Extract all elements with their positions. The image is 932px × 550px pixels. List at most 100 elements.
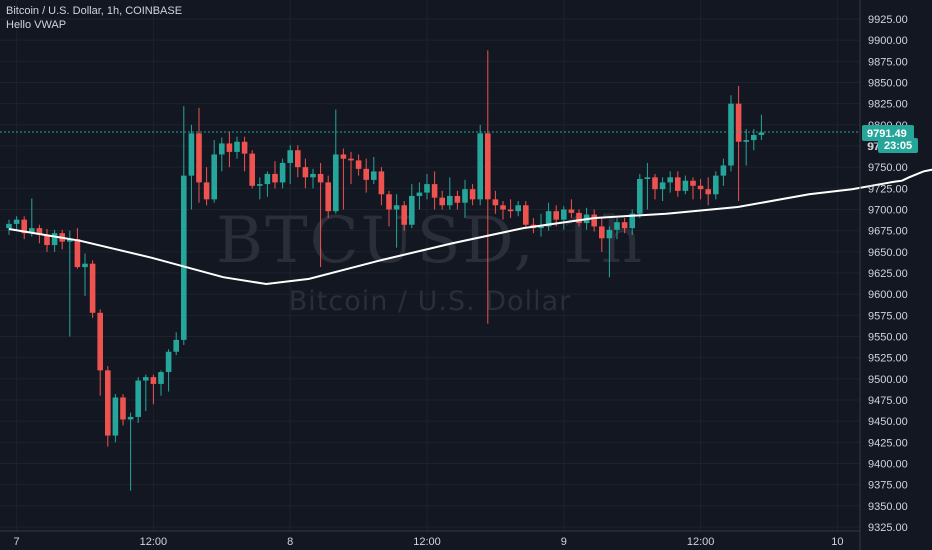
candle-body: [477, 133, 483, 200]
candle-body: [36, 228, 43, 235]
time-tick-label: 12:00: [140, 536, 168, 548]
candle-body: [492, 199, 499, 206]
candle-body: [181, 175, 187, 340]
candle-body: [697, 185, 704, 190]
candle-body: [295, 150, 301, 168]
price-tick-label: 9750.00: [868, 162, 908, 174]
candle-body: [112, 397, 119, 436]
candle-body: [720, 165, 727, 176]
candle-body: [165, 351, 172, 373]
candle-body: [371, 171, 377, 180]
candle-body: [705, 189, 711, 195]
price-tag-hidden-label: 97: [867, 141, 879, 153]
candle-body: [21, 219, 27, 234]
candle-body: [401, 205, 407, 225]
price-tick-label: 9450.00: [868, 416, 908, 428]
price-tick-label: 9600.00: [868, 289, 908, 301]
time-tick-label: 10: [831, 536, 843, 548]
candle-body: [272, 173, 278, 183]
candle-body: [553, 211, 559, 220]
chart-legend: Bitcoin / U.S. Dollar, 1h, COINBASE Hell…: [6, 4, 182, 32]
candle-body: [462, 189, 468, 203]
price-tick-label: 9825.00: [868, 99, 908, 111]
price-tick-label: 9350.00: [868, 501, 908, 513]
candle-body: [158, 372, 164, 384]
candle-body: [173, 339, 179, 352]
candle-body: [234, 141, 240, 152]
candle-body: [44, 234, 50, 246]
candle-body: [219, 143, 225, 155]
symbol-title[interactable]: Bitcoin / U.S. Dollar, 1h, COINBASE: [6, 5, 183, 17]
candle-body: [67, 239, 73, 242]
candle-body: [97, 312, 103, 371]
vwap-line: [8, 168, 932, 286]
candle-body: [310, 173, 316, 178]
candle-body: [120, 397, 126, 420]
countdown-tag-bg: [878, 138, 918, 153]
candle-body: [454, 195, 461, 203]
candle-body: [257, 184, 263, 186]
indicator-title[interactable]: Hello VWAP: [6, 19, 67, 31]
candle-body: [439, 197, 445, 206]
price-tick-label: 9425.00: [868, 437, 908, 449]
candle-body: [515, 205, 521, 212]
price-tick-label: 9375.00: [868, 480, 908, 492]
candle-body: [728, 103, 734, 166]
candle-body: [74, 239, 81, 268]
candle-body: [599, 226, 605, 239]
candle-body: [469, 189, 476, 200]
candle-body: [713, 175, 719, 195]
candle-body: [363, 168, 369, 180]
time-tick-label: 12:00: [687, 536, 715, 548]
price-tick-label: 9325.00: [868, 522, 908, 534]
time-tick-label: 8: [287, 536, 293, 548]
candle-body: [188, 133, 195, 176]
candle-body: [431, 184, 438, 198]
candle-body: [644, 177, 651, 180]
price-tick-label: 9850.00: [868, 78, 908, 90]
price-tick-label: 9475.00: [868, 395, 908, 407]
candle-body: [682, 180, 689, 191]
candle-body: [13, 219, 20, 224]
candle-body: [576, 212, 582, 224]
candle-body: [621, 222, 628, 229]
candle-body: [523, 205, 529, 225]
candle-body: [735, 103, 742, 142]
candle-body: [150, 377, 157, 384]
price-tick-label: 9725.00: [868, 183, 908, 195]
time-tick-label: 9: [561, 536, 567, 548]
price-tag-bg: [862, 125, 914, 141]
candle-body: [279, 162, 286, 183]
time-tick-label: 12:00: [413, 536, 441, 548]
countdown-label: 23:05: [884, 140, 912, 152]
candle-body: [333, 154, 339, 212]
candle-body: [51, 233, 58, 246]
candle-body: [545, 211, 552, 227]
candle-body: [135, 380, 141, 417]
candle-body: [538, 226, 544, 229]
candle-body: [105, 370, 111, 436]
candle-body: [424, 184, 430, 193]
candle-body: [659, 182, 666, 190]
candle-body: [743, 140, 749, 142]
candle-body: [6, 223, 12, 229]
price-tick-label: 9925.00: [868, 14, 908, 26]
candle-body: [507, 209, 514, 212]
candle-body: [241, 141, 248, 154]
time-axis[interactable]: 7 12:00 8 12:00 9 12:00 10: [0, 530, 860, 548]
candle-body: [82, 263, 88, 268]
candle-body: [591, 214, 597, 227]
candle-body: [127, 416, 134, 420]
price-axis[interactable]: 9925.009900.009875.009850.009825.009800.…: [859, 0, 908, 550]
price-tick-label: 9625.00: [868, 268, 908, 280]
candle-body: [409, 195, 415, 225]
candle-body: [561, 209, 567, 220]
candle-body: [447, 195, 453, 206]
price-tick-label: 9400.00: [868, 459, 908, 471]
candle-body: [751, 134, 757, 141]
candle-body: [500, 205, 506, 210]
candle-body: [614, 222, 620, 230]
candle-body: [386, 194, 392, 210]
